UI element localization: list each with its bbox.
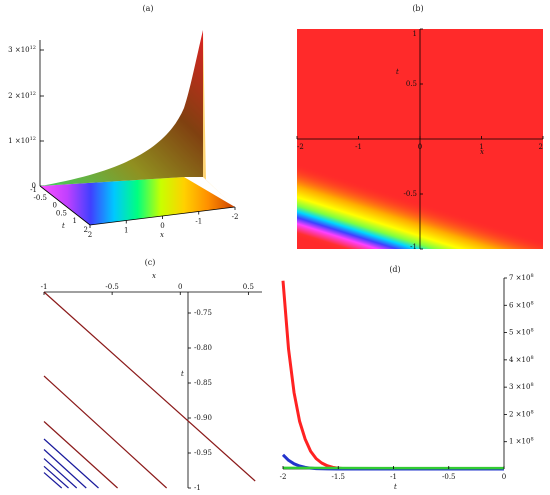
a-xlabel: x [160, 231, 164, 239]
d-x-tick-label: -1 [390, 473, 397, 481]
a-t-tick-label: 0.5 [56, 209, 67, 217]
panel-b-title: (b) [412, 4, 423, 13]
contour-line [43, 438, 99, 489]
d-x-tick-label: -2 [280, 473, 287, 481]
b-y-tick-label: 1 [413, 30, 417, 38]
b-ylabel: t [396, 68, 399, 76]
a-z-tick-label: 3 ×1012 [8, 45, 36, 54]
d-y-tick-label: 4 ×108 [509, 355, 534, 364]
a-x-tick-label: 0 [160, 222, 164, 230]
contour-line [43, 449, 87, 489]
heatmap-band [297, 160, 543, 249]
contour-line [43, 472, 63, 489]
d-x-tick-label: -1.5 [332, 473, 346, 481]
c-x-tick-label: 0 [178, 283, 182, 291]
c-x-tick-label: 0.5 [243, 283, 254, 291]
c-y-tick-label: -0.80 [194, 344, 212, 352]
d-y-tick-label: 2 ×108 [509, 409, 534, 418]
b-x-tick-label: 1 [479, 143, 483, 151]
c-ylabel: t [181, 370, 184, 378]
c-y-tick-label: -1 [194, 484, 201, 492]
b-x-tick-label: -2 [297, 143, 304, 151]
surface-plane [40, 177, 235, 225]
d-xlabel: t [394, 483, 397, 491]
a-z-tick-label: 1 ×1012 [8, 136, 36, 145]
contour-line [43, 291, 256, 482]
a-z-tick-label: 0 [32, 182, 36, 190]
contour-line [43, 421, 118, 489]
contour-line [43, 458, 78, 489]
panel-a-title: (a) [142, 4, 153, 13]
a-t-tick-label: -1 [30, 186, 37, 194]
a-t-tick-label: 1 [73, 217, 77, 225]
b-x-tick-label: 2 [539, 143, 543, 151]
d-y-tick-label: 7 ×108 [509, 273, 534, 282]
a-x-tick-label: 1 [124, 227, 128, 235]
a-tlabel: t [62, 222, 65, 230]
surface-edge [203, 30, 235, 207]
c-x-tick-label: -0.5 [105, 283, 119, 291]
a-t-tick-label: -0.5 [34, 194, 48, 202]
b-x-tick-label: 0 [418, 143, 422, 151]
d-y-tick-label: 1 ×108 [509, 437, 534, 446]
a-z-tick-label: 2 ×1012 [8, 91, 36, 100]
b-x-tick-label: -1 [355, 143, 362, 151]
contour-line [43, 375, 168, 489]
b-y-tick-label: -1 [410, 243, 417, 251]
c-y-tick-label: -0.75 [194, 309, 212, 317]
panel-c: (c) -1 -0.5 0 0.5 -0.75 -0.80 -0.85 -0.90 -0.95 -… [41, 258, 262, 492]
c-y-tick-label: -0.90 [194, 414, 212, 422]
panel-b: (b) -2 -1 0 1 2 1 0.5 -0.5 -1 x t [296, 4, 544, 251]
b-y-tick-label: -0.5 [404, 190, 418, 198]
c-x-tick-label: -1 [41, 283, 48, 291]
c-y-tick-label: -0.95 [194, 449, 212, 457]
a-x-tick-label: -2 [232, 213, 239, 221]
d-y-tick-label: 3 ×108 [509, 382, 534, 391]
a-x-tick-label: 2 [88, 231, 92, 239]
c-xlabel: x [152, 272, 156, 280]
a-t-tick-label: 2 [84, 226, 88, 234]
c-y-tick-label: -0.85 [194, 379, 212, 387]
b-xlabel: x [480, 148, 484, 156]
surface-wall [40, 30, 203, 186]
d-y-tick-label: 5 ×108 [509, 328, 534, 337]
b-y-tick-label: 0.5 [406, 80, 417, 88]
d-x-tick-label: 0 [502, 473, 506, 481]
d-y-tick-label: 6 ×108 [509, 300, 534, 309]
a-x-tick-label: -1 [195, 218, 202, 226]
series-line [281, 280, 504, 471]
panel-d: (d) -2 -1.5 -1 -0.5 0 1 ×108 2 ×108 3 ×108 4 ×10… [280, 265, 534, 491]
panel-d-title: (d) [389, 265, 400, 274]
panel-c-title: (c) [145, 258, 156, 267]
d-x-tick-label: -0.5 [442, 473, 456, 481]
a-t-tick-label: 0 [53, 202, 57, 210]
contour-line [43, 465, 69, 489]
